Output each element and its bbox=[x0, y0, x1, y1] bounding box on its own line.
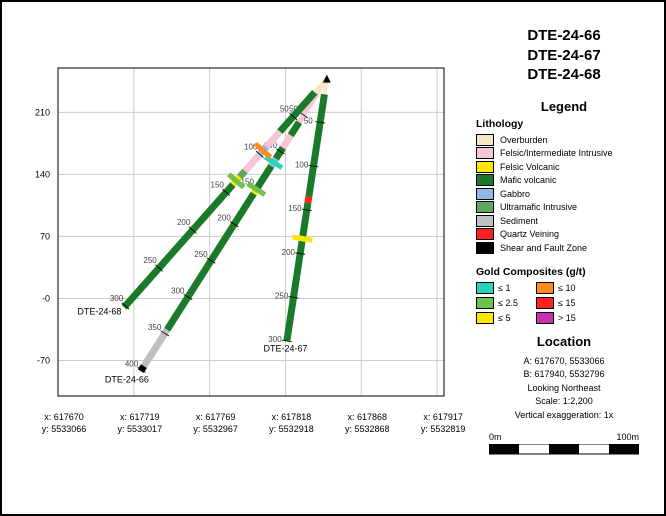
svg-text:200: 200 bbox=[177, 218, 191, 227]
swatch-overburden bbox=[476, 134, 494, 146]
legend-row-quartz: Quartz Veining bbox=[476, 228, 652, 240]
title-3: DTE-24-68 bbox=[476, 65, 652, 85]
swatch-shear bbox=[476, 242, 494, 254]
legend-row-shear: Shear and Fault Zone bbox=[476, 242, 652, 254]
svg-text:70: 70 bbox=[40, 231, 50, 241]
svg-text:210: 210 bbox=[35, 107, 50, 117]
gold-heading: Gold Composites (g/t) bbox=[476, 266, 652, 278]
figure-frame: -70 -0 70 140 210 50 100 150 200 250 300 350 400 DTE-… bbox=[0, 0, 666, 516]
svg-text:140: 140 bbox=[35, 169, 50, 179]
legend-label-ultramafic: Ultramafic Intrusive bbox=[500, 202, 577, 212]
svg-text:DTE-24-66: DTE-24-66 bbox=[105, 375, 149, 385]
svg-text:250: 250 bbox=[194, 250, 208, 259]
legend-label-gabbro: Gabbro bbox=[500, 189, 530, 199]
lithology-heading: Lithology bbox=[476, 118, 652, 130]
title-block: DTE-24-66 DTE-24-67 DTE-24-68 bbox=[476, 26, 652, 85]
legend-label-quartz: Quartz Veining bbox=[500, 229, 559, 239]
x-station: x: 617719y: 5533017 bbox=[112, 412, 168, 435]
location-A: A: 617670, 5533066 bbox=[476, 355, 652, 369]
svg-text:200: 200 bbox=[282, 248, 296, 257]
title-1: DTE-24-66 bbox=[476, 26, 652, 46]
gold-swatch-c_10 bbox=[536, 282, 554, 294]
svg-text:150: 150 bbox=[211, 180, 225, 189]
legend-title: Legend bbox=[476, 99, 652, 114]
location-B: B: 617940, 5532796 bbox=[476, 368, 652, 382]
x-station: x: 617818y: 5532918 bbox=[263, 412, 319, 435]
svg-text:DTE-24-68: DTE-24-68 bbox=[77, 306, 121, 316]
svg-text:50: 50 bbox=[280, 105, 289, 114]
svg-text:300: 300 bbox=[110, 294, 124, 303]
legend-label-shear: Shear and Fault Zone bbox=[500, 243, 587, 253]
x-axis-labels: x: 617670y: 5533066 x: 617719y: 5533017 x:… bbox=[26, 412, 451, 462]
swatch-gabbro bbox=[476, 188, 494, 200]
swatch-quartz bbox=[476, 228, 494, 240]
swatch-ultramafic bbox=[476, 201, 494, 213]
inner-area: -70 -0 70 140 210 50 100 150 200 250 300 350 400 DTE-… bbox=[8, 52, 656, 504]
gold-label-c_1: ≤ 1 bbox=[498, 283, 530, 293]
right-panel: DTE-24-66 DTE-24-67 DTE-24-68 Legend Lit… bbox=[476, 8, 652, 488]
title-2: DTE-24-67 bbox=[476, 46, 652, 66]
gold-label-c_10: ≤ 10 bbox=[558, 283, 590, 293]
cross-section-plot: -70 -0 70 140 210 50 100 150 200 250 300 350 400 DTE-… bbox=[20, 62, 452, 402]
svg-text:300: 300 bbox=[171, 287, 185, 296]
location-ve: Vertical exaggeration: 1x bbox=[476, 409, 652, 423]
legend-label-sediment: Sediment bbox=[500, 216, 538, 226]
svg-text:DTE-24-67: DTE-24-67 bbox=[263, 344, 307, 354]
scale-bar-left: 0m bbox=[489, 432, 502, 442]
svg-text:200: 200 bbox=[217, 214, 231, 223]
legend-row-felsic_intermediate: Felsic/Intermediate Intrusive bbox=[476, 147, 652, 159]
swatch-mafic bbox=[476, 174, 494, 186]
gold-swatch-c_5 bbox=[476, 312, 494, 324]
location-scale: Scale: 1:2,200 bbox=[476, 395, 652, 409]
svg-text:-0: -0 bbox=[42, 293, 50, 303]
svg-text:350: 350 bbox=[148, 323, 162, 332]
legend-row-gabbro: Gabbro bbox=[476, 188, 652, 200]
svg-text:400: 400 bbox=[125, 359, 139, 368]
legend-row-ultramafic: Ultramafic Intrusive bbox=[476, 201, 652, 213]
legend-row-overburden: Overburden bbox=[476, 134, 652, 146]
svg-text:250: 250 bbox=[275, 291, 289, 300]
plot-svg: -70 -0 70 140 210 50 100 150 200 250 300 350 400 DTE-… bbox=[20, 62, 452, 402]
svg-text:50: 50 bbox=[304, 117, 313, 126]
location-look: Looking Northeast bbox=[476, 382, 652, 396]
scale-bar-graphic bbox=[489, 444, 639, 456]
swatch-sediment bbox=[476, 215, 494, 227]
scale-bar: 0m 100m bbox=[489, 432, 639, 442]
gold-label-c_5: ≤ 5 bbox=[498, 313, 530, 323]
gold-legend: ≤ 1 ≤ 10 ≤ 2.5 ≤ 15 ≤ 5 > 15 bbox=[476, 282, 652, 324]
gold-swatch-c_1 bbox=[476, 282, 494, 294]
location-title: Location bbox=[476, 334, 652, 349]
gold-label-c_2_5: ≤ 2.5 bbox=[498, 298, 530, 308]
legend-label-overburden: Overburden bbox=[500, 135, 548, 145]
svg-text:-70: -70 bbox=[37, 356, 50, 366]
scale-bar-right: 100m bbox=[616, 432, 639, 442]
gold-swatch-c_gt15 bbox=[536, 312, 554, 324]
gold-label-c_15: ≤ 15 bbox=[558, 298, 590, 308]
svg-text:150: 150 bbox=[288, 204, 302, 213]
lithology-legend: Overburden Felsic/Intermediate Intrusive F… bbox=[476, 134, 652, 254]
gold-swatch-c_2_5 bbox=[476, 297, 494, 309]
legend-row-felsic_volcanic: Felsic Volcanic bbox=[476, 161, 652, 173]
legend-label-felsic_volcanic: Felsic Volcanic bbox=[500, 162, 560, 172]
legend-row-sediment: Sediment bbox=[476, 215, 652, 227]
x-station: x: 617769y: 5532967 bbox=[188, 412, 244, 435]
x-station: x: 617868y: 5532868 bbox=[339, 412, 395, 435]
legend-label-mafic: Mafic volcanic bbox=[500, 175, 557, 185]
gold-label-c_gt15: > 15 bbox=[558, 313, 590, 323]
legend-row-mafic: Mafic volcanic bbox=[476, 174, 652, 186]
swatch-felsic_volcanic bbox=[476, 161, 494, 173]
x-station: x: 617917y: 5532819 bbox=[415, 412, 471, 435]
svg-text:100: 100 bbox=[295, 160, 309, 169]
location-body: A: 617670, 5533066 B: 617940, 5532796 Lo… bbox=[476, 355, 652, 423]
legend-label-felsic_intermediate: Felsic/Intermediate Intrusive bbox=[500, 148, 613, 158]
swatch-felsic_intermediate bbox=[476, 147, 494, 159]
x-station: x: 617670y: 5533066 bbox=[36, 412, 92, 435]
svg-text:250: 250 bbox=[143, 256, 157, 265]
gold-swatch-c_15 bbox=[536, 297, 554, 309]
